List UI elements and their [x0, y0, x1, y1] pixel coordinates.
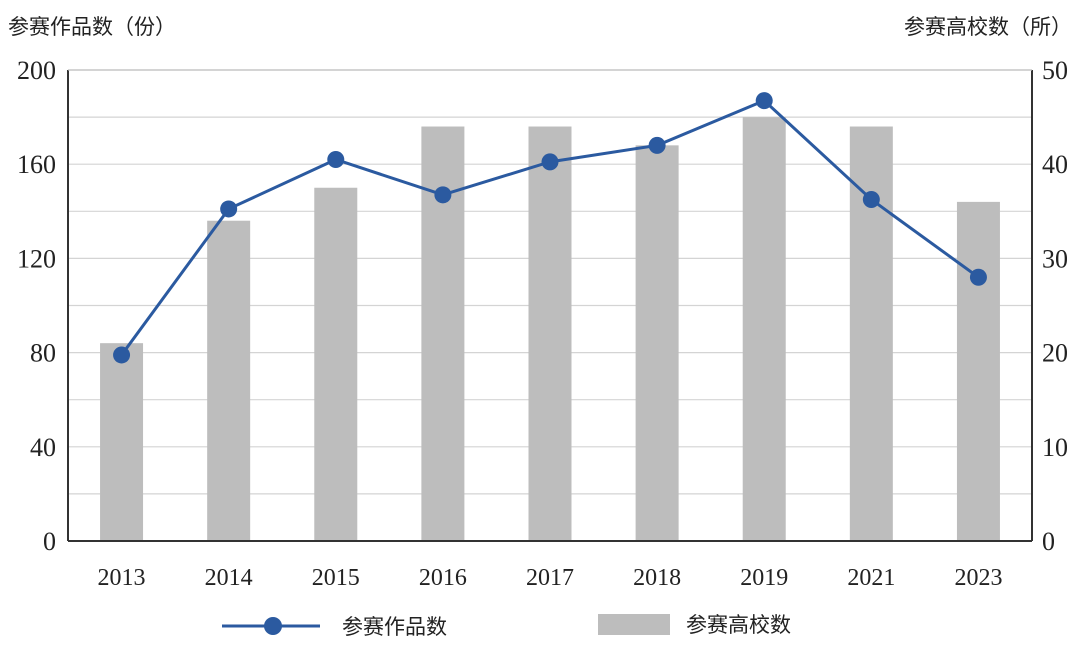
legend-marker [264, 617, 282, 635]
right-tick-label: 10 [1042, 433, 1068, 462]
data-point [113, 346, 131, 364]
right-tick-label: 20 [1042, 339, 1068, 368]
left-tick-label: 0 [43, 527, 56, 556]
bar [635, 145, 679, 542]
left-tick-label: 120 [17, 244, 56, 273]
x-tick-label: 2015 [312, 565, 360, 591]
bar [100, 343, 144, 541]
x-tick-labels: 2013 2014 2015 2016 2017 2018 2019 2021 2023 [98, 565, 1003, 591]
x-tick-label: 2019 [740, 565, 788, 591]
left-tick-label: 80 [30, 339, 56, 368]
data-point [541, 153, 559, 171]
data-point [434, 186, 452, 204]
x-tick-label: 2018 [633, 565, 681, 591]
bar [849, 126, 893, 542]
axes [67, 69, 1033, 542]
bar [742, 117, 786, 541]
legend-label-schools: 参赛高校数 [686, 613, 791, 637]
left-tick-label: 160 [17, 150, 56, 179]
x-tick-label: 2014 [205, 565, 253, 591]
data-point [220, 200, 238, 218]
data-point [327, 150, 345, 168]
x-tick-label: 2021 [847, 565, 895, 591]
x-tick-label: 2017 [526, 565, 574, 591]
right-tick-label: 30 [1042, 244, 1068, 273]
line-series [113, 92, 987, 364]
left-axis-title: 参赛作品数（份） [8, 15, 176, 39]
x-tick-label: 2023 [954, 565, 1002, 591]
data-point [755, 92, 773, 110]
left-tick-label: 200 [17, 56, 56, 85]
bar-series [100, 117, 1000, 542]
data-point [969, 268, 987, 286]
legend: 参赛作品数 参赛高校数 [222, 613, 791, 639]
bar [956, 201, 1000, 541]
legend-label-works: 参赛作品数 [342, 615, 447, 639]
x-tick-label: 2016 [419, 565, 467, 591]
bar [528, 126, 572, 542]
right-axis-title: 参赛高校数（所） [904, 15, 1072, 39]
data-point [648, 136, 666, 154]
legend-bar-swatch [598, 614, 670, 635]
bar [207, 220, 251, 541]
bar [314, 187, 358, 541]
right-tick-label: 40 [1042, 150, 1068, 179]
data-point [862, 191, 880, 209]
left-tick-label: 40 [30, 433, 56, 462]
right-tick-label: 0 [1042, 527, 1055, 556]
x-tick-label: 2013 [98, 565, 146, 591]
y-tick-labels: 0 40 80 120 160 200 0 10 20 30 40 50 [17, 56, 1068, 556]
right-tick-label: 50 [1042, 56, 1068, 85]
